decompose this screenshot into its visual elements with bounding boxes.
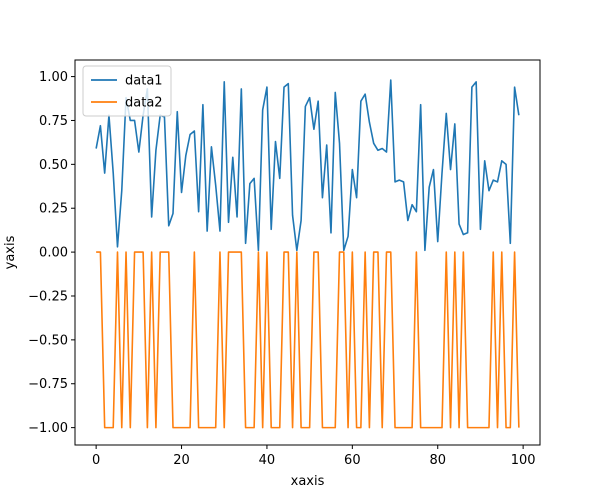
y-axis-ticks: −1.00 −0.75 −0.50 −0.25 0.00 0.25 0.50 0.75 1.00: [28, 70, 75, 436]
x-tick-label: 60: [344, 453, 361, 468]
x-tick-label: 100: [511, 453, 536, 468]
x-tick-label: 40: [259, 453, 276, 468]
x-axis-label: xaxis: [291, 474, 325, 489]
y-tick-label: 0.75: [39, 114, 68, 129]
y-tick-label: 1.00: [39, 70, 68, 85]
y-axis-label: yaxis: [3, 235, 18, 269]
legend-box: [82, 65, 172, 117]
series-line-data1: [95, 79, 520, 252]
x-tick-label: 20: [173, 453, 190, 468]
x-axis-ticks: 0 20 40 60 80 100: [92, 445, 536, 468]
legend: data1 data2: [82, 65, 172, 117]
legend-label-data2: data2: [125, 96, 163, 111]
y-tick-label: −0.50: [28, 333, 68, 348]
y-tick-label: 0.00: [39, 246, 68, 261]
series-layer: [95, 79, 520, 429]
x-tick-label: 0: [92, 453, 100, 468]
y-tick-label: 0.25: [39, 202, 68, 217]
x-tick-label: 80: [429, 453, 446, 468]
legend-label-data1: data1: [125, 74, 163, 89]
series-line-data2: [96, 251, 520, 429]
y-tick-label: 0.50: [39, 158, 68, 173]
y-tick-label: −0.75: [28, 377, 68, 392]
y-tick-label: −1.00: [28, 421, 68, 436]
y-tick-label: −0.25: [28, 289, 68, 304]
